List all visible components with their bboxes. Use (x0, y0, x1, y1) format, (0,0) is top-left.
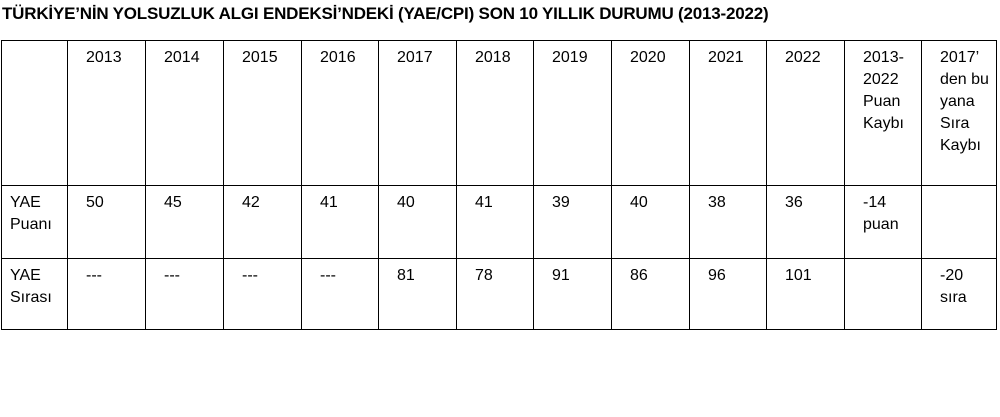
title: TÜRKİYE’NİN YOLSUZLUK ALGI ENDEKSİ’NDEKİ… (2, 4, 769, 23)
table-cell: 41 (456, 185, 534, 259)
table-cell: 40 (611, 185, 690, 259)
table-cell: 2015 (223, 40, 302, 186)
table-cell: 40 (378, 185, 457, 259)
table-cell: -14 puan (844, 185, 922, 259)
data-table: 2013 2014 2015 2016 2017 2018 2019 2020 2021 2022… (1, 40, 997, 330)
row-header-cell: YAE Puanı (1, 185, 68, 259)
table-cell: 78 (456, 258, 534, 330)
table-cell: --- (67, 258, 146, 330)
table-cell (844, 258, 922, 330)
table-cell: 101 (766, 258, 845, 330)
table-cell: 42 (223, 185, 302, 259)
table-cell: 2014 (145, 40, 224, 186)
table-cell: 91 (533, 258, 612, 330)
table-cell: 41 (301, 185, 379, 259)
table-cell: 2017 (378, 40, 457, 186)
table-cell: -20 sıra (921, 258, 997, 330)
table-cell: 45 (145, 185, 224, 259)
table-cell: 2018 (456, 40, 534, 186)
table-row: YAE Sırası --- --- --- --- 81 78 91 86 96 101 -20 s… (1, 258, 997, 330)
table-cell: 81 (378, 258, 457, 330)
table-cell: 36 (766, 185, 845, 259)
table-cell: --- (145, 258, 224, 330)
table-cell: 2022 (766, 40, 845, 186)
table-cell: 2016 (301, 40, 379, 186)
table-cell: 2019 (533, 40, 612, 186)
table-cell: 86 (611, 258, 690, 330)
table-cell: 2021 (689, 40, 767, 186)
table-cell: --- (223, 258, 302, 330)
table-cell: 38 (689, 185, 767, 259)
table-cell: 39 (533, 185, 612, 259)
table-row: 2013 2014 2015 2016 2017 2018 2019 2020 2021 2022… (1, 40, 997, 186)
table-cell (921, 185, 997, 259)
table-cell: 2020 (611, 40, 690, 186)
table-row: YAE Puanı 50 45 42 41 40 41 39 40 38 36 -14 puan (1, 185, 997, 259)
table-cell: 96 (689, 258, 767, 330)
table-cell: 2013 (67, 40, 146, 186)
row-header-cell: YAE Sırası (1, 258, 68, 330)
table-cell: 50 (67, 185, 146, 259)
table-cell: --- (301, 258, 379, 330)
table-cell: 2013-2022 Puan Kaybı (844, 40, 922, 186)
row-header-cell (1, 40, 68, 186)
table-cell: 2017’ den bu yana Sıra Kaybı (921, 40, 997, 186)
